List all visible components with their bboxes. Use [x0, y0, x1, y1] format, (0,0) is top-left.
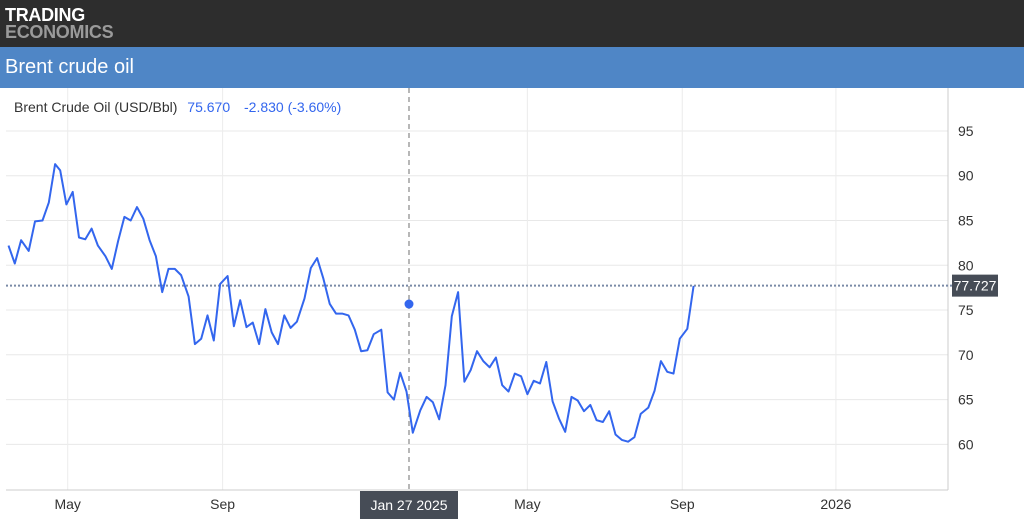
current-value-label: 77.727 [954, 278, 997, 294]
legend-series-name: Brent Crude Oil (USD/Bbl) [14, 99, 177, 115]
legend-change: -2.830 (-3.60%) [244, 99, 341, 115]
x-tick-label: May [514, 496, 540, 512]
legend: Brent Crude Oil (USD/Bbl) 75.670 -2.830 … [14, 99, 341, 115]
cursor-date-label: Jan 27 2025 [370, 497, 447, 513]
x-tick-label: 2026 [820, 496, 851, 512]
x-tick-label: Sep [670, 496, 695, 512]
cursor-date-badge: Jan 27 2025 [359, 491, 458, 519]
y-tick-label: 75 [958, 302, 974, 318]
trading-economics-logo[interactable]: TRADING ECONOMICS [5, 5, 114, 42]
y-tick-label: 80 [958, 257, 974, 273]
y-tick-label: 70 [958, 347, 974, 363]
cursor-point [404, 299, 414, 309]
price-chart[interactable]: 60 65 70 75 80 85 90 95 May Sep May Sep 2026 77.727… [0, 88, 1024, 523]
page-title: Brent crude oil [5, 56, 134, 78]
cursor-date-badge-bg [359, 491, 458, 519]
y-tick-label: 65 [958, 392, 974, 408]
y-tick-label: 90 [958, 168, 974, 184]
title-bar: Brent crude oil [0, 47, 1024, 88]
y-tick-label: 85 [958, 213, 974, 229]
current-value-badge: 77.727 [952, 274, 998, 297]
series-line[interactable] [7, 163, 695, 443]
y-tick-label: 95 [958, 123, 974, 139]
chart-area[interactable]: 60 65 70 75 80 85 90 95 May Sep May Sep 2026 77.727… [0, 88, 1024, 523]
x-tick-label: Sep [210, 496, 235, 512]
y-axis-ticks: 60 65 70 75 80 85 90 95 [958, 123, 974, 452]
current-value-badge-bg [952, 274, 998, 297]
y-tick-label: 60 [958, 436, 974, 452]
x-axis-ticks: May Sep May Sep 2026 [54, 496, 851, 512]
chart-grid [6, 88, 948, 490]
legend-price: 75.670 [187, 99, 230, 115]
top-bar: TRADING ECONOMICS [0, 0, 1024, 47]
x-tick-label: May [54, 496, 80, 512]
logo-line-1: TRADING [5, 5, 85, 25]
logo-line-2: ECONOMICS [5, 22, 114, 42]
